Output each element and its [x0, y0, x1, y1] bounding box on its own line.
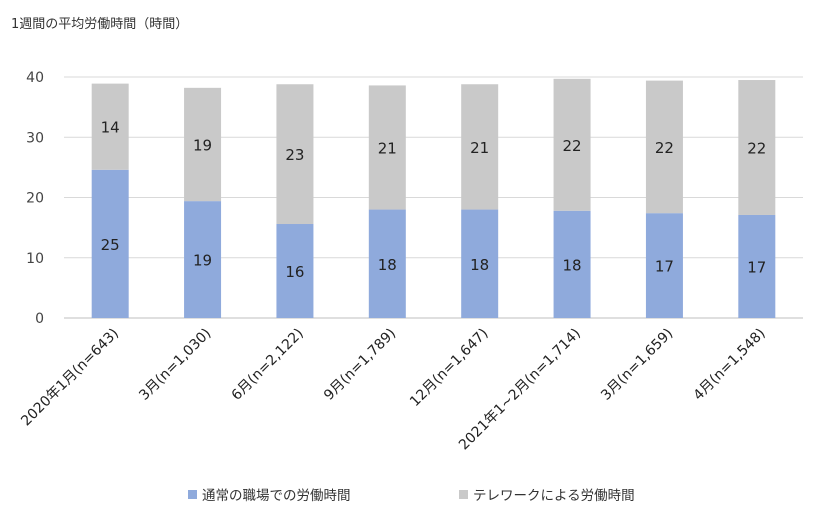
- category-label: 4月(n=1,548): [690, 326, 768, 404]
- data-label: 17: [747, 258, 766, 276]
- bar-segment-telework: [184, 87, 222, 202]
- bar-segment-telework: [461, 84, 499, 210]
- gridlines: [64, 76, 803, 319]
- category-label: 2020年1月(n=643): [18, 326, 122, 430]
- data-label: 23: [285, 146, 304, 164]
- category-label: 3月(n=1,659): [598, 326, 676, 404]
- y-axis-ticks: 0 10 20 30 40: [26, 70, 44, 327]
- category-label: 12月(n=1,647): [407, 326, 491, 410]
- legend-swatch-office: [188, 489, 197, 499]
- data-label: 22: [655, 139, 674, 157]
- bar-segment-telework: [368, 85, 406, 210]
- legend-item-office: 通常の職場での労働時間: [188, 484, 351, 504]
- data-label: 22: [747, 139, 766, 157]
- category-labels: 2020年1月(n=643) 3月(n=1,030) 6月(n=2,122) 9月(n…: [18, 326, 768, 454]
- data-label: 18: [470, 256, 489, 274]
- legend-item-telework: テレワークによる労働時間: [459, 484, 635, 504]
- legend-label-telework: テレワークによる労働時間: [473, 488, 635, 504]
- bars: [91, 78, 776, 318]
- data-label: 18: [563, 256, 582, 274]
- bar-segment-office: [645, 213, 683, 318]
- bar-segment-office: [368, 209, 406, 318]
- bar-segment-office: [738, 214, 776, 318]
- bar-segment-telework: [553, 78, 591, 211]
- bar-segment-telework: [738, 80, 776, 215]
- data-label: 21: [378, 139, 397, 157]
- data-label: 25: [101, 236, 120, 254]
- bar-segment-office: [184, 201, 222, 318]
- legend-label-office: 通常の職場での労働時間: [202, 488, 351, 504]
- y-tick-label: 10: [26, 251, 44, 267]
- data-labels: 25 14 19 19 16 23 18 21 18 21 18 22 17 22 17 22: [101, 119, 767, 281]
- data-label: 19: [193, 252, 212, 270]
- data-label: 19: [193, 136, 212, 154]
- y-tick-label: 30: [26, 130, 44, 146]
- unit-label: 1週間の平均労働時間（時間）: [11, 17, 189, 32]
- data-label: 14: [101, 119, 120, 137]
- bar-segment-office: [91, 169, 129, 318]
- data-label: 21: [470, 139, 489, 157]
- data-label: 16: [285, 263, 304, 281]
- bar-segment-office: [461, 209, 499, 318]
- data-label: 22: [563, 137, 582, 155]
- bar-segment-office: [276, 224, 314, 318]
- bar-segment-telework: [91, 83, 129, 170]
- y-tick-label: 20: [26, 191, 44, 207]
- category-label: 3月(n=1,030): [136, 326, 214, 404]
- bar-segment-telework: [276, 84, 314, 225]
- category-label: 9月(n=1,789): [321, 326, 399, 404]
- y-tick-label: 40: [26, 70, 44, 86]
- legend: 通常の職場での労働時間 テレワークによる労働時間: [0, 484, 823, 504]
- stacked-bar-chart: 0 10 20 30 40 25 14 19 19 16 23 18 21 18 21 18 22 17 22 17…: [18, 70, 803, 454]
- bar-segment-telework: [645, 80, 683, 214]
- data-label: 18: [378, 256, 397, 274]
- bar-segment-office: [553, 210, 591, 318]
- data-label: 17: [655, 258, 674, 276]
- category-label: 6月(n=2,122): [229, 326, 307, 404]
- legend-swatch-telework: [459, 489, 468, 499]
- y-tick-label: 0: [35, 311, 44, 327]
